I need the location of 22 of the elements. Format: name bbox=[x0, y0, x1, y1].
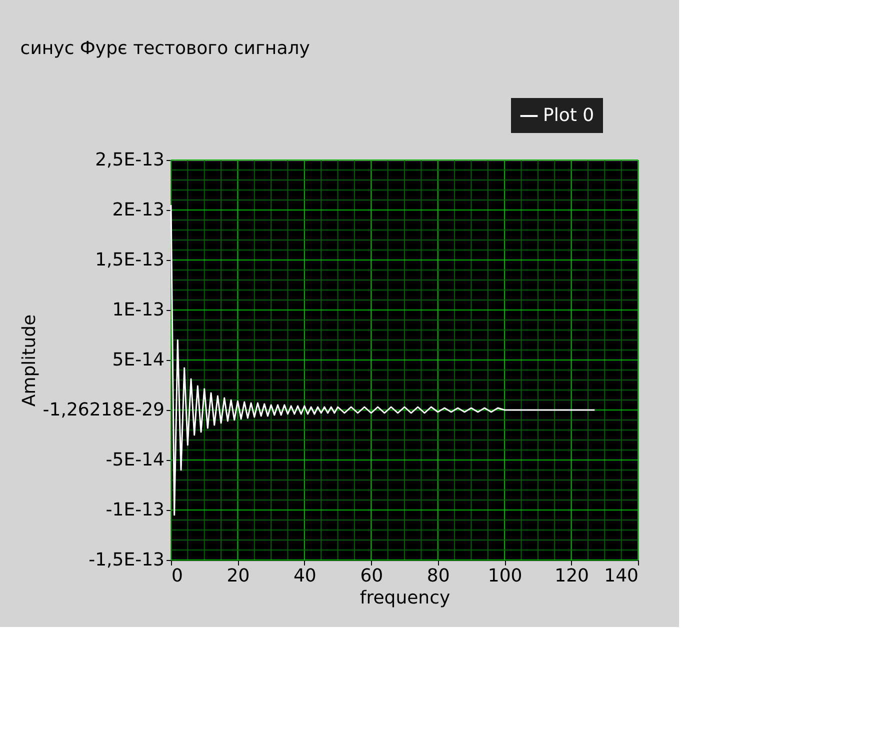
x-tick-label: 140 bbox=[604, 566, 638, 586]
y-tick-label: 1,5E-13 bbox=[95, 250, 164, 270]
y-tick-label: -1,26218E-29 bbox=[42, 400, 164, 420]
x-tick-label: 80 bbox=[426, 566, 450, 586]
y-tick-label: 1E-13 bbox=[112, 300, 164, 320]
x-tick-label: 60 bbox=[360, 566, 384, 586]
chart-title: синус Фурє тестового сигналу bbox=[20, 38, 310, 59]
x-tick-label: 0 bbox=[172, 566, 183, 586]
y-tick-label: 2,5E-13 bbox=[95, 150, 164, 170]
x-tick-label: 120 bbox=[554, 566, 589, 586]
y-tick-label: -1,5E-13 bbox=[88, 550, 164, 570]
y-tick-label: 2E-13 bbox=[112, 200, 164, 220]
x-tick-label: 100 bbox=[488, 566, 522, 586]
x-tick-label: 20 bbox=[226, 566, 250, 586]
legend-label: Plot 0 bbox=[543, 105, 594, 126]
y-axis-title: Amplitude bbox=[18, 314, 40, 407]
y-tick-label: -1E-13 bbox=[106, 500, 164, 520]
y-tick-label: 5E-14 bbox=[112, 350, 164, 370]
x-tick-label: 40 bbox=[293, 566, 316, 586]
line-series bbox=[170, 204, 596, 516]
y-tick-label: -5E-14 bbox=[106, 450, 164, 470]
x-axis-title: frequency bbox=[360, 588, 450, 608]
